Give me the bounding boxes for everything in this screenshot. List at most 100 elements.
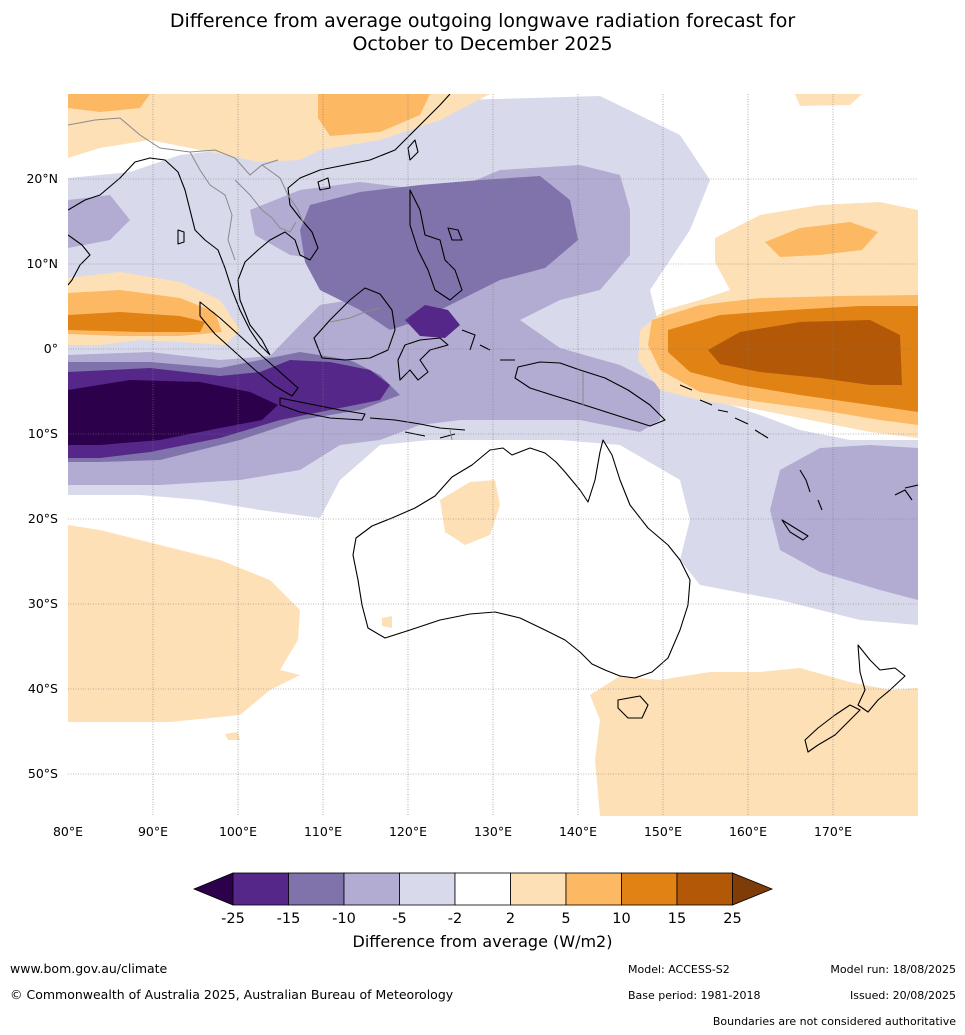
borneo-coastline bbox=[313, 287, 396, 361]
coastlines bbox=[68, 94, 918, 753]
philippines-coastline bbox=[409, 189, 463, 301]
lon-label-170e: 170°E bbox=[814, 824, 852, 839]
anomaly-band-minus-15-to-minus-10 bbox=[300, 176, 578, 330]
vietnam-laos-boundary bbox=[261, 164, 305, 226]
colorbar-label-minus-25: -25 bbox=[221, 911, 245, 927]
anomaly-band-10-to-15 bbox=[68, 312, 205, 332]
footer-copyright: © Commonwealth of Australia 2025, Austra… bbox=[10, 987, 454, 1002]
country-boundaries bbox=[68, 117, 584, 441]
colorbar-swatch-minus-2-to-2 bbox=[454, 872, 511, 906]
anomaly-band-2-to-5 bbox=[68, 525, 300, 722]
colorbar-label-minus-15: -15 bbox=[277, 911, 301, 927]
colorbar bbox=[192, 872, 774, 906]
footer-issued: Issued: 20/08/2025 bbox=[849, 989, 956, 1002]
colorbar-swatch-10-to-15 bbox=[621, 872, 678, 906]
lat-label-30s: 30°S bbox=[28, 596, 58, 611]
positive-anomaly-shading bbox=[68, 94, 918, 816]
colorbar-swatch-minus-10-to-minus-5 bbox=[343, 872, 400, 906]
colorbar-label-minus-5: -5 bbox=[392, 911, 406, 927]
new-guinea-coastline bbox=[514, 361, 666, 427]
longitude-labels: 80°E 90°E 100°E 110°E 120°E 130°E 140°E … bbox=[53, 824, 852, 839]
australia-coastline bbox=[352, 439, 691, 679]
malaysia-borneo-boundary bbox=[329, 307, 381, 323]
colorbar-label-2: 2 bbox=[506, 911, 515, 927]
anomaly-band-2-to-5 bbox=[795, 94, 862, 106]
colorbar-swatch-5-to-10 bbox=[565, 872, 622, 906]
myanmar-boundary bbox=[189, 151, 236, 261]
footer-model: Model: ACCESS-S2 bbox=[628, 963, 730, 976]
anomaly-band-2-to-5 bbox=[590, 668, 918, 816]
lon-label-160e: 160°E bbox=[729, 824, 767, 839]
anomaly-band-below-minus-25 bbox=[68, 380, 278, 445]
colorbar-title: Difference from average (W/m2) bbox=[352, 932, 613, 951]
latitude-labels: 20°N 10°N 0° 10°S 20°S 30°S 40°S 50°S bbox=[26, 171, 58, 781]
colorbar-label-15: 15 bbox=[668, 911, 686, 927]
lon-label-120e: 120°E bbox=[389, 824, 427, 839]
title-line-2: October to December 2025 bbox=[352, 33, 613, 55]
anomaly-band-2-to-5 bbox=[225, 732, 240, 740]
thailand-laos-boundary bbox=[234, 179, 297, 233]
footer-disclaimer: Boundaries are not considered authoritat… bbox=[712, 1015, 956, 1028]
lon-label-140e: 140°E bbox=[559, 824, 597, 839]
new-caledonia-coastline bbox=[781, 519, 809, 541]
colorbar-extend-low bbox=[192, 872, 234, 906]
footer-model-run: Model run: 18/08/2025 bbox=[830, 963, 956, 976]
fiji-coastline bbox=[894, 484, 918, 501]
sumatra-coastline bbox=[199, 301, 299, 397]
colorbar-label-25: 25 bbox=[723, 911, 741, 927]
new-zealand-south-island bbox=[804, 704, 861, 753]
anomaly-band-5-to-10 bbox=[68, 94, 150, 112]
colorbar-extend-high bbox=[732, 872, 774, 906]
anomaly-band-2-to-5 bbox=[382, 616, 392, 628]
hainan-coastline bbox=[317, 177, 331, 191]
asia-mainland-coastline bbox=[68, 94, 451, 356]
colorbar-label-5: 5 bbox=[561, 911, 570, 927]
lon-label-100e: 100°E bbox=[219, 824, 257, 839]
map-area bbox=[68, 94, 918, 816]
sri-lanka-coastline bbox=[177, 229, 185, 245]
tasmania-coastline bbox=[617, 695, 649, 719]
title-line-1: Difference from average outgoing longwav… bbox=[169, 10, 796, 32]
lat-label-40s: 40°S bbox=[28, 681, 58, 696]
gridlines bbox=[68, 94, 918, 816]
sulawesi-coastline bbox=[397, 337, 449, 381]
lon-label-150e: 150°E bbox=[644, 824, 682, 839]
lat-label-0: 0° bbox=[44, 341, 58, 356]
lon-label-90e: 90°E bbox=[138, 824, 168, 839]
colorbar-swatch-minus-15-to-minus-10 bbox=[288, 872, 345, 906]
new-zealand-north-island bbox=[857, 644, 906, 713]
lat-label-20s: 20°S bbox=[28, 511, 58, 526]
footer-website: www.bom.gov.au/climate bbox=[10, 961, 168, 976]
lat-label-20n: 20°N bbox=[26, 171, 58, 186]
colorbar-swatch-minus-25-to-minus-15 bbox=[232, 872, 289, 906]
anomaly-band-2-to-5 bbox=[440, 480, 500, 545]
colorbar-swatch-2-to-5 bbox=[510, 872, 567, 906]
anomaly-band-minus-25-to-minus-15 bbox=[405, 305, 460, 338]
footer-base-period: Base period: 1981-2018 bbox=[628, 989, 761, 1002]
india-coastline bbox=[68, 234, 91, 286]
timor-boundary bbox=[449, 429, 453, 441]
lon-label-130e: 130°E bbox=[474, 824, 512, 839]
colorbar-label-10: 10 bbox=[612, 911, 630, 927]
colorbar-label-minus-10: -10 bbox=[332, 911, 356, 927]
colorbar-label-minus-2: -2 bbox=[448, 911, 462, 927]
solomon-islands-coastline bbox=[679, 384, 769, 439]
anomaly-band-5-to-10 bbox=[765, 222, 878, 257]
taiwan-coastline bbox=[407, 139, 419, 161]
lat-label-10s: 10°S bbox=[28, 426, 58, 441]
anomaly-band-15-to-25 bbox=[708, 320, 902, 385]
lat-label-50s: 50°S bbox=[28, 766, 58, 781]
java-coastline bbox=[279, 397, 366, 421]
anomaly-band-5-to-10 bbox=[318, 94, 430, 136]
vanuatu-coastline bbox=[799, 469, 823, 511]
colorbar-labels: -25 -15 -10 -5 -2 2 5 10 15 25 bbox=[221, 911, 742, 927]
colorbar-swatch-minus-5-to-minus-2 bbox=[399, 872, 456, 906]
lat-label-10n: 10°N bbox=[26, 256, 58, 271]
map-title: Difference from average outgoing longwav… bbox=[0, 10, 965, 56]
anomaly-band-minus-10-to-minus-5 bbox=[68, 195, 130, 248]
lon-label-80e: 80°E bbox=[53, 824, 83, 839]
colorbar-swatch-15-to-25 bbox=[676, 872, 733, 906]
lesser-sunda-islands-coastline bbox=[369, 417, 466, 439]
lon-label-110e: 110°E bbox=[304, 824, 342, 839]
